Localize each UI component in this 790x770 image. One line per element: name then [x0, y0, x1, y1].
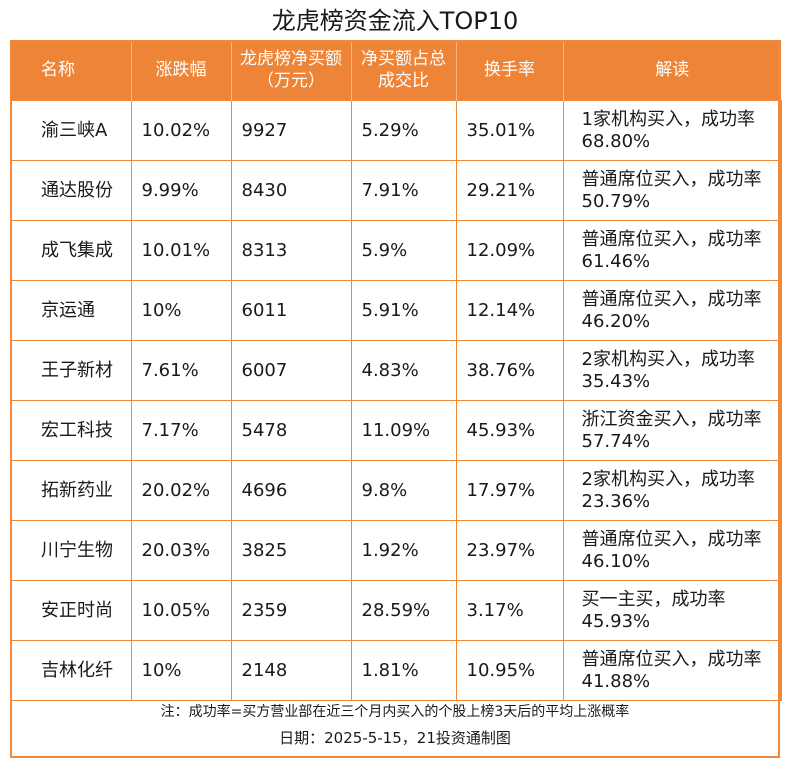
- header-row: 名称 涨跌幅 龙虎榜净买额（万元） 净买额占总成交比 换手率 解读: [11, 40, 781, 101]
- cell-stock-name: 拓新药业: [10, 460, 132, 521]
- cell-net-buy-ratio: 9.8%: [350, 460, 457, 521]
- cell-change-pct: 7.17%: [130, 400, 232, 461]
- cell-interpretation: 浙江资金买入，成功率57.74%: [562, 400, 782, 461]
- dragon-tiger-table: 名称 涨跌幅 龙虎榜净买额（万元） 净买额占总成交比 换手率 解读 渝三峡A 10…: [10, 40, 782, 701]
- cell-interpretation: 买一主买，成功率45.93%: [562, 580, 782, 641]
- table-row: 安正时尚 10.05% 2359 28.59% 3.17% 买一主买，成功率45.93%: [10, 580, 782, 641]
- table-frame: [10, 40, 780, 758]
- cell-turnover: 35.01%: [455, 100, 564, 161]
- header-net-buy-ratio: 净买额占总成交比: [351, 40, 457, 101]
- cell-interpretation: 普通席位买入，成功率41.88%: [562, 640, 782, 701]
- table-row: 京运通 10% 6011 5.91% 12.14% 普通席位买入，成功率46.20%: [10, 280, 782, 341]
- header-interpretation: 解读: [563, 40, 781, 101]
- cell-net-buy-ratio: 5.29%: [350, 100, 457, 161]
- cell-turnover: 29.21%: [455, 160, 564, 221]
- header-change: 涨跌幅: [131, 40, 232, 101]
- cell-interpretation: 普通席位买入，成功率50.79%: [562, 160, 782, 221]
- table-row: 通达股份 9.99% 8430 7.91% 29.21% 普通席位买入，成功率50.79%: [10, 160, 782, 221]
- cell-net-buy: 2359: [230, 580, 352, 641]
- table-row: 王子新材 7.61% 6007 4.83% 38.76% 2家机构买入，成功率35.43%: [10, 340, 782, 401]
- table-row: 川宁生物 20.03% 3825 1.92% 23.97% 普通席位买入，成功率46.10…: [10, 520, 782, 581]
- cell-turnover: 3.17%: [455, 580, 564, 641]
- cell-change-pct: 9.99%: [130, 160, 232, 221]
- cell-interpretation: 2家机构买入，成功率35.43%: [562, 340, 782, 401]
- cell-change-pct: 10%: [130, 280, 232, 341]
- date-credit: 日期：2025-5-15，21投资通制图: [279, 729, 511, 747]
- cell-net-buy-ratio: 4.83%: [350, 340, 457, 401]
- cell-change-pct: 10.02%: [130, 100, 232, 161]
- table-title: 龙虎榜资金流入TOP10: [271, 7, 519, 35]
- header-turnover: 换手率: [456, 40, 564, 101]
- cell-interpretation: 普通席位买入，成功率46.20%: [562, 280, 782, 341]
- cell-net-buy-ratio: 28.59%: [350, 580, 457, 641]
- cell-net-buy: 3825: [230, 520, 352, 581]
- cell-change-pct: 10.01%: [130, 220, 232, 281]
- cell-stock-name: 宏工科技: [10, 400, 132, 461]
- cell-net-buy: 8313: [230, 220, 352, 281]
- cell-stock-name: 渝三峡A: [10, 100, 132, 161]
- cell-net-buy-ratio: 11.09%: [350, 400, 457, 461]
- cell-net-buy: 4696: [230, 460, 352, 521]
- cell-interpretation: 普通席位买入，成功率46.10%: [562, 520, 782, 581]
- footnote: 注：成功率=买方营业部在近三个月内买入的个股上榜3天后的平均上涨概率: [160, 704, 630, 720]
- header-net-buy: 龙虎榜净买额（万元）: [231, 40, 352, 101]
- cell-interpretation: 普通席位买入，成功率61.46%: [562, 220, 782, 281]
- cell-turnover: 10.95%: [455, 640, 564, 701]
- cell-net-buy: 9927: [230, 100, 352, 161]
- table-row: 宏工科技 7.17% 5478 11.09% 45.93% 浙江资金买入，成功率57.74…: [10, 400, 782, 461]
- cell-net-buy-ratio: 1.81%: [350, 640, 457, 701]
- cell-interpretation: 1家机构买入，成功率68.80%: [562, 100, 782, 161]
- cell-stock-name: 吉林化纤: [10, 640, 132, 701]
- table-row: 渝三峡A 10.02% 9927 5.29% 35.01% 1家机构买入，成功率68.80…: [10, 100, 782, 161]
- cell-turnover: 23.97%: [455, 520, 564, 581]
- cell-net-buy: 5478: [230, 400, 352, 461]
- cell-net-buy: 6007: [230, 340, 352, 401]
- cell-turnover: 17.97%: [455, 460, 564, 521]
- cell-net-buy: 6011: [230, 280, 352, 341]
- cell-net-buy-ratio: 5.91%: [350, 280, 457, 341]
- cell-net-buy: 2148: [230, 640, 352, 701]
- table-row: 吉林化纤 10% 2148 1.81% 10.95% 普通席位买入，成功率41.88%: [10, 640, 782, 701]
- cell-net-buy: 8430: [230, 160, 352, 221]
- cell-stock-name: 通达股份: [10, 160, 132, 221]
- cell-stock-name: 成飞集成: [10, 220, 132, 281]
- header-name: 名称: [11, 40, 132, 101]
- table-row: 拓新药业 20.02% 4696 9.8% 17.97% 2家机构买入，成功率23.36%: [10, 460, 782, 521]
- cell-change-pct: 10%: [130, 640, 232, 701]
